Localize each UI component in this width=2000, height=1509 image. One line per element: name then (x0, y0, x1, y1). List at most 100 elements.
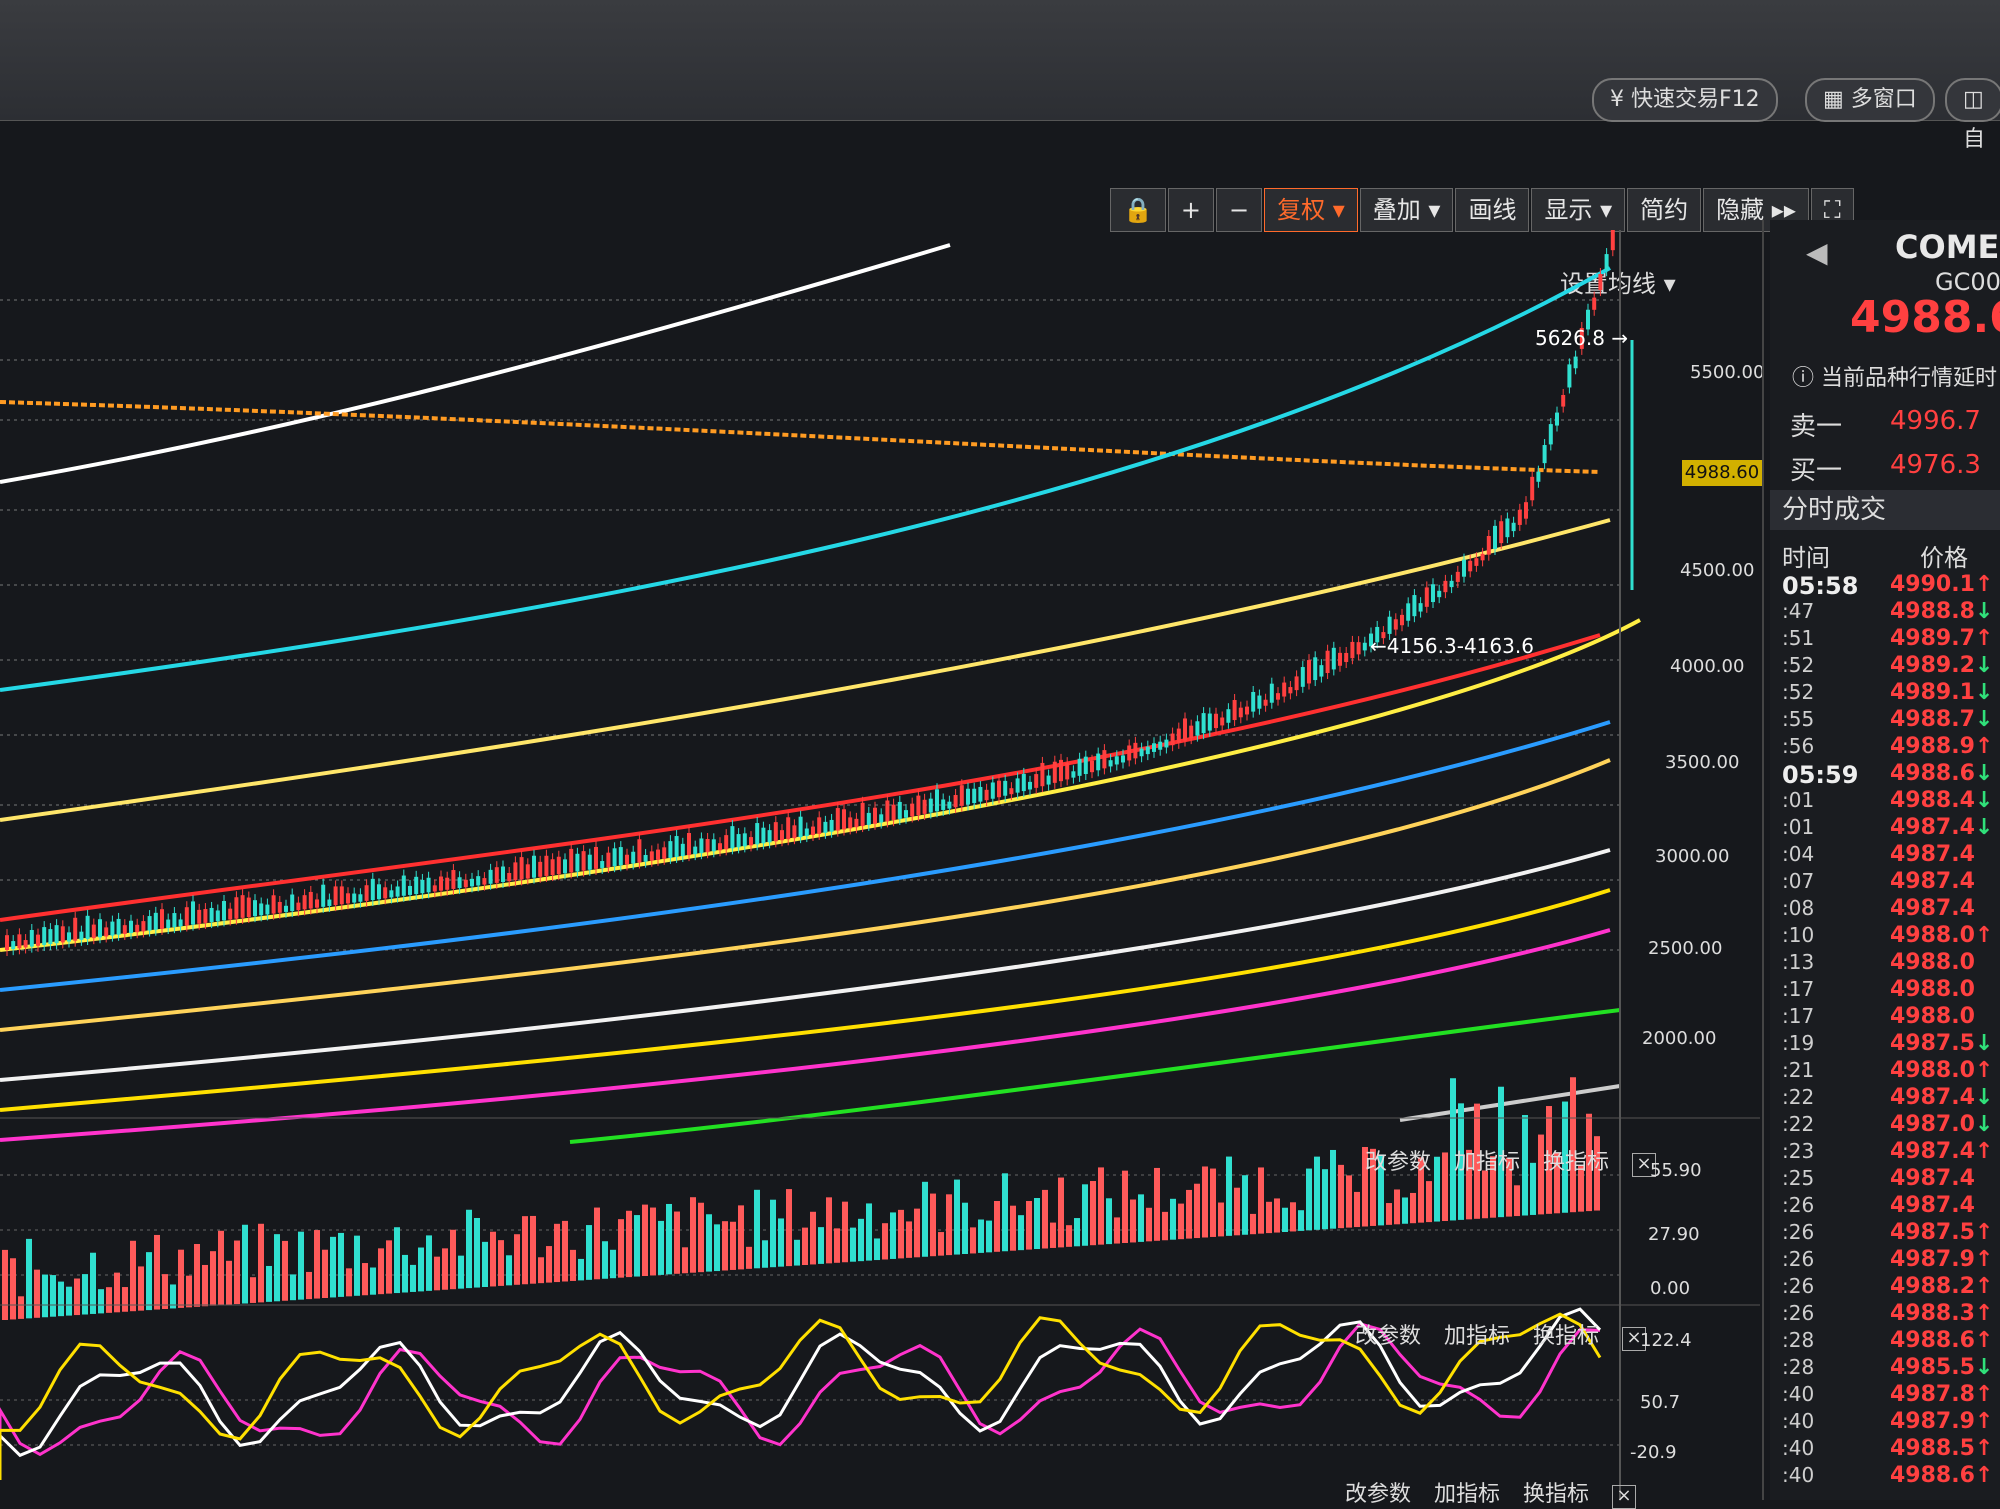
arrow-down-icon: ↓ (1974, 599, 1994, 624)
candle-body (1158, 741, 1163, 750)
candle-body (1536, 471, 1541, 482)
volume-bar (162, 1274, 168, 1309)
volume-bar (1242, 1175, 1248, 1235)
candle-body (172, 913, 177, 928)
volume-bar (546, 1246, 552, 1283)
collapse-arrow-icon[interactable]: ◀ (1806, 236, 1828, 269)
candle-body (1176, 728, 1181, 743)
zoom-in-button[interactable]: + (1167, 188, 1214, 232)
trade-price: 4985.5↓ (1890, 1355, 1994, 1380)
candle-body (1145, 746, 1150, 755)
candle-body (1424, 587, 1429, 607)
volume-bar (1082, 1184, 1088, 1246)
add-indicator-button[interactable]: 加指标 (1434, 1482, 1501, 1507)
candle-body (1189, 725, 1194, 739)
overlay-button[interactable]: 叠加 ▾ (1359, 188, 1454, 232)
candle-body (1077, 758, 1082, 776)
osc-y-label: -20.9 (1630, 1442, 1677, 1463)
volume-bar (818, 1227, 824, 1264)
trade-price: 4987.0↓ (1890, 1112, 1994, 1137)
candle-body (1350, 641, 1355, 659)
candle-body (1561, 394, 1566, 407)
multi-window-button[interactable]: ▦ 多窗口 (1805, 78, 1935, 122)
candle-body (1009, 788, 1014, 795)
candle-body (184, 907, 189, 926)
hide-button[interactable]: 隐藏 ▸▸ (1703, 188, 1809, 232)
candle-body (693, 846, 698, 855)
candle-body (141, 921, 146, 932)
volume-bar (1378, 1154, 1384, 1226)
adjust-button[interactable]: 复权 ▾ (1264, 188, 1358, 232)
arrow-up-icon: ↑ (1974, 1301, 1994, 1326)
zoom-out-button[interactable]: − (1216, 188, 1263, 232)
candle-body (315, 899, 319, 908)
candle-body (209, 907, 214, 923)
volume-bar (1410, 1192, 1416, 1224)
quick-trade-button[interactable]: ¥ 快速交易F12 (1592, 78, 1778, 122)
lock-icon: 🔒 (1123, 196, 1153, 224)
candle-body (1164, 739, 1169, 748)
draw-line-button[interactable]: 画线 (1455, 188, 1530, 232)
candle-body (1356, 642, 1361, 655)
volume-bar (938, 1232, 944, 1256)
vol-y-label: 27.90 (1648, 1224, 1700, 1245)
candle-body (594, 846, 598, 869)
volume-bar (578, 1258, 584, 1281)
volume-bar (1186, 1189, 1192, 1239)
volume-bar (1386, 1203, 1392, 1225)
volume-bar (1506, 1157, 1512, 1217)
candle-body (451, 870, 456, 889)
volume-bar (266, 1265, 272, 1302)
volume-bar (650, 1207, 656, 1276)
candle-body (1598, 274, 1603, 291)
close-icon[interactable]: × (1632, 1153, 1657, 1177)
volume-bar (338, 1232, 344, 1297)
simple-button[interactable]: 简约 (1627, 188, 1702, 232)
volume-bar (898, 1209, 904, 1259)
candle-body (966, 788, 970, 805)
ma-line (0, 720, 1611, 992)
volume-bar (370, 1267, 376, 1295)
edit-params-button[interactable]: 改参数 (1365, 1150, 1432, 1175)
switch-indicator-button[interactable]: 换指标 (1523, 1482, 1590, 1507)
candle-body (377, 884, 381, 900)
osc-y-label: 122.4 (1640, 1330, 1692, 1351)
custom-button[interactable]: ◫ 自 (1945, 78, 2000, 152)
candle-body (1307, 660, 1311, 684)
candle-body (1573, 356, 1578, 369)
add-indicator-button[interactable]: 加指标 (1454, 1150, 1521, 1175)
lock-button[interactable]: 🔒 (1110, 188, 1166, 232)
edit-params-button[interactable]: 改参数 (1355, 1324, 1422, 1349)
candle-body (1325, 650, 1330, 674)
edit-params-button[interactable]: 改参数 (1345, 1482, 1412, 1507)
volume-bars (2, 1077, 1600, 1320)
candle-body (1170, 733, 1175, 746)
candle-body (5, 935, 9, 950)
trade-price: 4988.4↓ (1890, 788, 1994, 813)
close-icon[interactable]: × (1612, 1485, 1637, 1509)
candle-body (780, 830, 784, 841)
candle-body (563, 859, 567, 874)
switch-indicator-button[interactable]: 换指标 (1533, 1324, 1600, 1349)
volume-bar (322, 1249, 328, 1298)
volume-bar (242, 1224, 248, 1304)
add-indicator-button[interactable]: 加指标 (1444, 1324, 1511, 1349)
volume-bar (474, 1217, 480, 1288)
trade-time: :22 (1782, 1085, 1815, 1109)
volume-bar (514, 1234, 520, 1285)
trades-section-header: 分时成交 (1770, 490, 2000, 530)
display-button[interactable]: 显示 ▾ (1531, 188, 1626, 232)
volume-bar (626, 1210, 632, 1278)
trade-price: 4988.0↑ (1890, 923, 1994, 948)
candle-body (98, 919, 102, 938)
switch-indicator-button[interactable]: 换指标 (1543, 1150, 1610, 1175)
candle-body (197, 909, 202, 924)
trade-time: :55 (1782, 707, 1815, 731)
price-chart[interactable] (0, 230, 1760, 1500)
candle-body (1257, 695, 1262, 709)
volume-bar (194, 1244, 200, 1307)
volume-bar (1178, 1203, 1184, 1240)
candle-body (414, 876, 419, 895)
close-icon[interactable]: × (1622, 1327, 1647, 1351)
volume-bar (738, 1205, 744, 1270)
